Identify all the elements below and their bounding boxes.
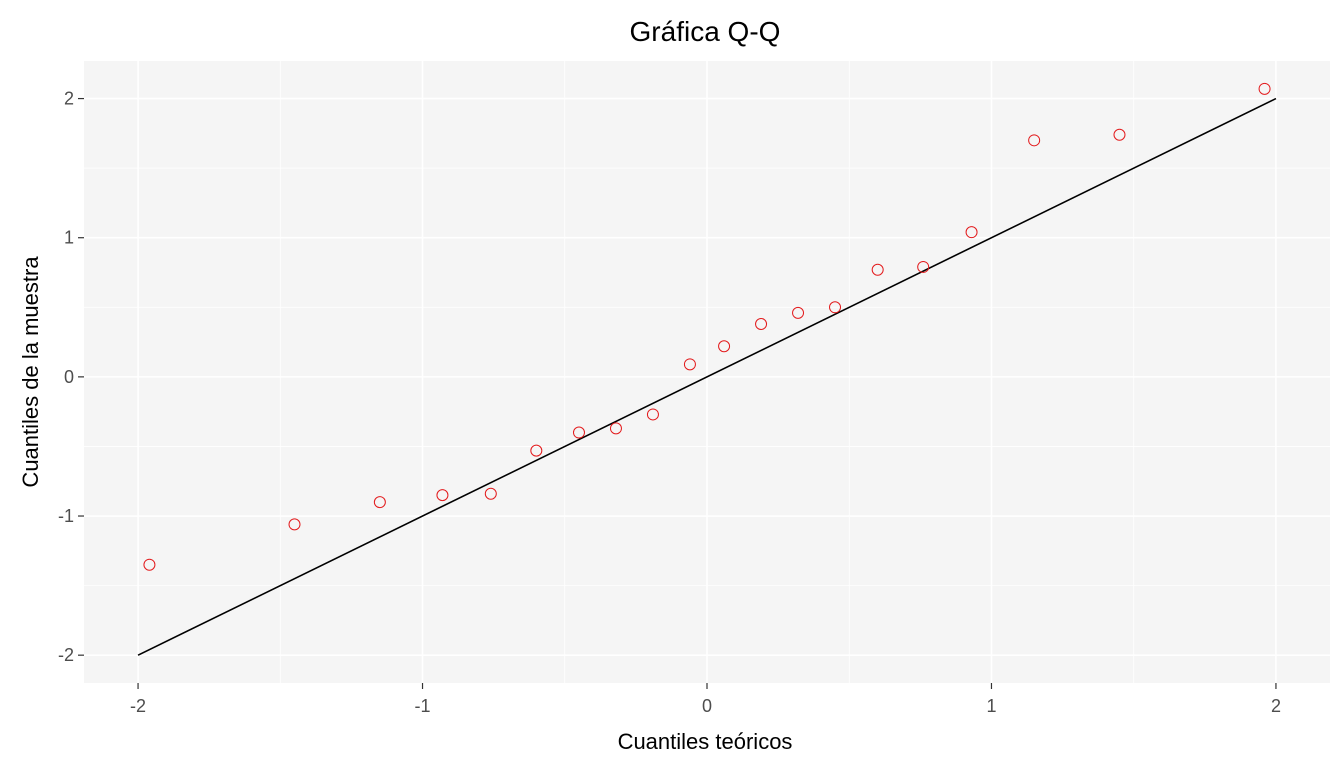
data-point (1258, 82, 1271, 95)
data-point (917, 260, 930, 273)
y-axis-title: Cuantiles de la muestra (18, 256, 43, 488)
qq-reference-line (137, 97, 1277, 656)
data-point (373, 496, 386, 509)
data-point (965, 226, 978, 239)
data-point (1113, 128, 1126, 141)
data-point (646, 408, 659, 421)
x-tick-label: 1 (986, 696, 996, 716)
data-point (683, 358, 696, 371)
data-point (1028, 134, 1041, 147)
data-point (572, 426, 585, 439)
x-tick-label: 2 (1271, 696, 1281, 716)
y-tick-label: -1 (58, 506, 74, 526)
y-tick-label: 1 (64, 228, 74, 248)
y-tick-label: -2 (58, 645, 74, 665)
data-point (718, 340, 731, 353)
data-point (609, 422, 622, 435)
data-point (288, 518, 301, 531)
x-axis-ticks: -2 -1 0 1 2 (130, 683, 1281, 716)
data-point (755, 317, 768, 330)
x-tick-label: 0 (702, 696, 712, 716)
points-layer (143, 82, 1271, 571)
data-point (871, 263, 884, 276)
y-tick-label: 2 (64, 89, 74, 109)
y-axis-ticks: -2 -1 0 1 2 (58, 89, 84, 665)
x-tick-label: -2 (130, 696, 146, 716)
data-point (436, 489, 449, 502)
data-point (530, 444, 543, 457)
x-axis-title: Cuantiles teóricos (618, 729, 793, 754)
y-tick-label: 0 (64, 367, 74, 387)
data-point (484, 487, 497, 500)
reference-line-layer (137, 97, 1277, 656)
x-tick-label: -1 (415, 696, 431, 716)
grid (84, 61, 1330, 683)
data-point (829, 301, 842, 314)
data-point (792, 306, 805, 319)
data-point (143, 558, 156, 571)
chart-title: Gráfica Q-Q (630, 16, 781, 47)
